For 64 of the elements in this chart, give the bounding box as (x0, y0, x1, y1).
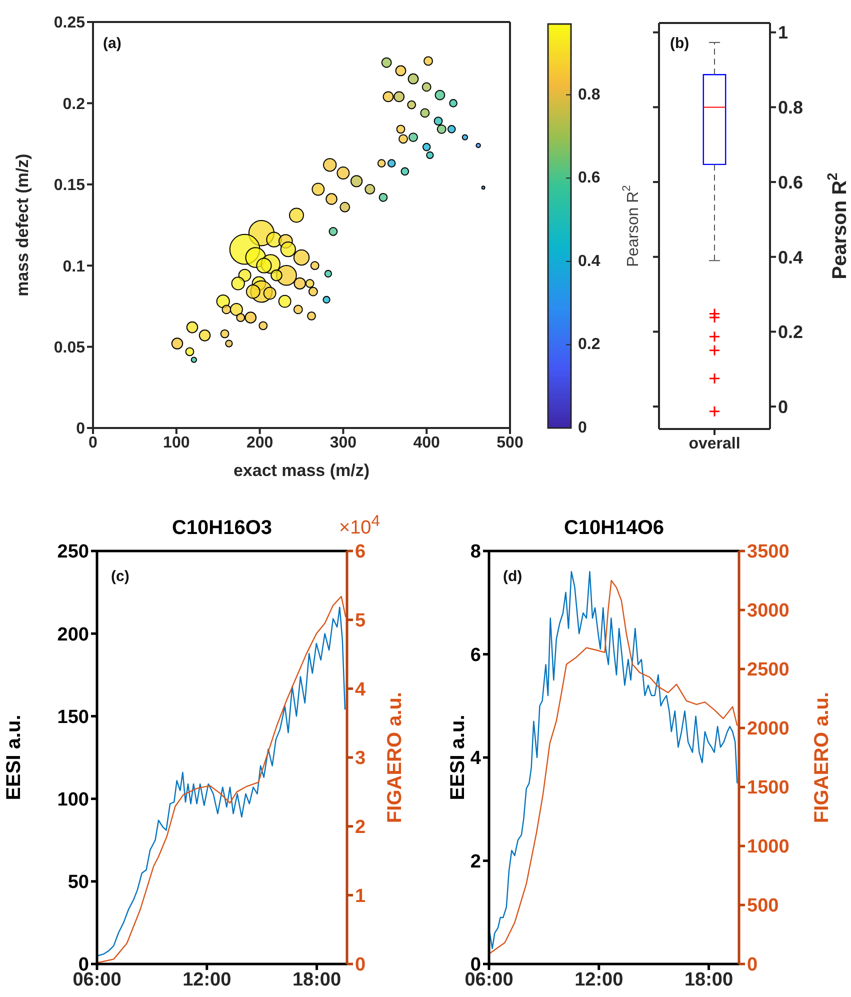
y-tick-label: 0.15 (54, 177, 86, 194)
color-bar-label: 0.6 (578, 170, 600, 187)
y-tick-label: 6 (470, 644, 481, 666)
y2-tick-label: 2000 (747, 718, 790, 740)
y-tick-label: 0.2 (778, 322, 804, 342)
annotation: (a) (103, 35, 122, 52)
y-tick-label: 100 (57, 790, 89, 811)
y-tick-label: 200 (57, 624, 89, 646)
x-tick-label: 12:00 (182, 969, 232, 990)
y-tick-label: 0.05 (54, 339, 86, 356)
chart-title: C10H16O3 (172, 517, 272, 539)
y-tick-label: 8 (470, 542, 481, 563)
y2-tick-label: 3 (355, 748, 366, 770)
y2-tick-label: 3500 (747, 542, 790, 563)
x-tick-label: 300 (330, 434, 357, 452)
y-axis-title: EESI a.u. (447, 714, 469, 800)
y2-tick-label: 6 (355, 542, 366, 563)
y2-tick-label: 1000 (747, 836, 790, 858)
annotation: (d) (503, 568, 522, 585)
text: ×10$^{4}$ (339, 513, 380, 538)
x-tick-label: 500 (496, 434, 524, 452)
y-tick-label: 0.6 (778, 172, 804, 192)
y2-axis-title: FIGAERO a.u. (811, 692, 833, 824)
x-tick-label: overall (688, 435, 740, 452)
y2-tick-label: 2 (355, 817, 366, 838)
y2-tick-label: 1 (355, 886, 366, 907)
y2-tick-label: 5 (355, 610, 366, 632)
x-tick-label: 400 (413, 434, 440, 452)
y-tick-label: 0.8 (778, 98, 804, 118)
y-tick-label: 0.1 (62, 258, 86, 276)
y2-tick-label: 1500 (747, 778, 790, 799)
y-tick-label: 0.2 (62, 96, 86, 113)
y-tick-label: 250 (57, 542, 89, 563)
y2-tick-label: 0 (355, 954, 366, 976)
color-bar-label: 0.4 (578, 252, 600, 270)
y2-tick-label: 2500 (747, 660, 790, 681)
color-bar-label: 0.2 (578, 336, 600, 354)
color-bar-label: 0 (578, 420, 587, 436)
chart-title: C10H14O6 (562, 517, 666, 539)
y-tick-label: 150 (57, 706, 89, 728)
y-axis-title: mass defect (m/z) (12, 154, 32, 296)
annotation: (b) (670, 35, 690, 52)
x-axis-title: exact mass (m/z) (233, 461, 370, 480)
y2-axis-title: FIGAERO a.u. (384, 692, 406, 824)
y-tick-label: 2 (470, 851, 481, 872)
x-tick-label: 18:00 (684, 969, 734, 990)
y-axis-title: EESI a.u. (3, 714, 25, 800)
y2-tick-label: 4 (355, 679, 366, 700)
color-bar-label: 0.8 (578, 86, 600, 104)
y-tick-label: 1 (778, 22, 788, 43)
x-tick-label: 200 (246, 434, 274, 452)
y-tick-label: 0 (778, 396, 788, 417)
annotation: (c) (111, 568, 130, 585)
x-tick-label: 18:00 (292, 969, 342, 990)
y-tick-label: 4 (470, 748, 482, 770)
y-tick-label: 0.4 (778, 247, 804, 268)
y2-tick-label: 3000 (747, 600, 790, 622)
y2-tick-label: 0 (747, 954, 758, 976)
y2-tick-label: 500 (747, 896, 779, 917)
y-tick-label: 50 (68, 872, 89, 894)
y-tick-label: 0 (76, 420, 86, 438)
x-tick-label: 100 (163, 434, 190, 452)
y-tick-label: 0.25 (54, 14, 86, 32)
x-tick-label: 12:00 (574, 969, 624, 990)
